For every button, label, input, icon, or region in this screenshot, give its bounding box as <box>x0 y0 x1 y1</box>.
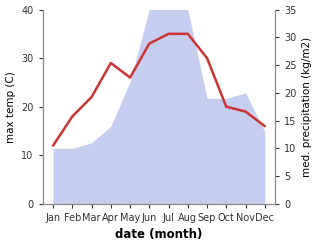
Y-axis label: max temp (C): max temp (C) <box>5 71 16 143</box>
X-axis label: date (month): date (month) <box>115 228 203 242</box>
Y-axis label: med. precipitation (kg/m2): med. precipitation (kg/m2) <box>302 37 313 177</box>
